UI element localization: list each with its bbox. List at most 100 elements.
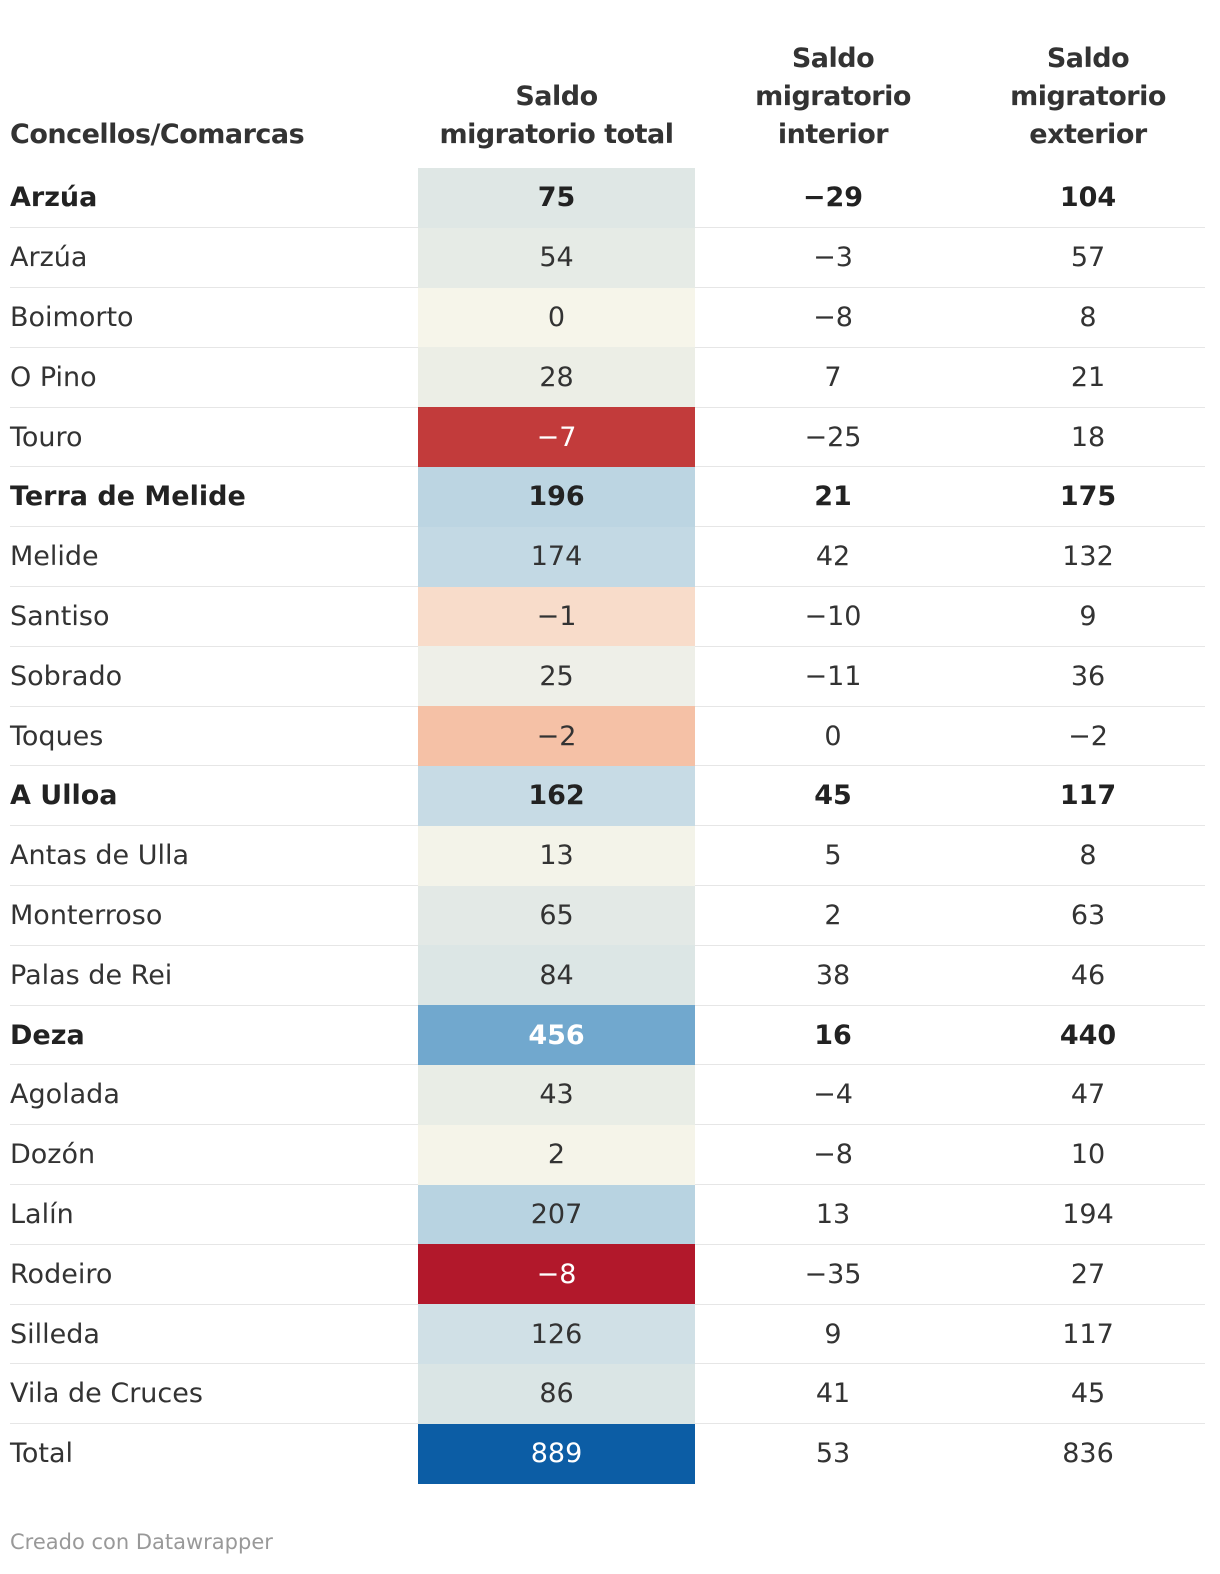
cell-name: Melide (10, 526, 418, 588)
table-body: Arzúa 75 −29 104 Arzúa 54 −3 57 Boimorto 0 −8 8 O Pi… (10, 168, 1205, 1484)
cell-total: 162 (418, 765, 695, 826)
table-row: Total 889 53 836 (10, 1423, 1205, 1484)
cell-interior: −3 (695, 227, 971, 289)
cell-name: Dozón (10, 1124, 418, 1186)
cell-total: 25 (418, 646, 695, 707)
data-table: Concellos/Comarcas Saldo migratorio total… (10, 40, 1205, 1484)
cell-exterior: 45 (971, 1363, 1205, 1425)
cell-interior: −8 (695, 1124, 971, 1186)
footer-credit: Creado con Datawrapper (10, 1530, 273, 1554)
header-exterior: Saldo migratorio exterior (971, 40, 1205, 168)
header-line: Concellos/Comarcas (10, 119, 305, 150)
cell-exterior: 47 (971, 1064, 1205, 1126)
cell-exterior: 117 (971, 765, 1205, 827)
cell-name: A Ulloa (10, 765, 418, 827)
header-line: Saldo (1046, 43, 1130, 74)
cell-exterior: 9 (971, 586, 1205, 647)
cell-name: O Pino (10, 347, 418, 408)
cell-exterior: −2 (971, 706, 1205, 767)
cell-interior: −10 (695, 586, 971, 647)
cell-total: 75 (418, 168, 695, 228)
table-row: Vila de Cruces 86 41 45 (10, 1363, 1205, 1425)
cell-interior: 41 (695, 1363, 971, 1425)
cell-total: −8 (418, 1244, 695, 1305)
cell-exterior: 440 (971, 1005, 1205, 1066)
table-row: Toques −2 0 −2 (10, 706, 1205, 767)
header-interior: Saldo migratorio interior (695, 40, 971, 168)
cell-name: Sobrado (10, 646, 418, 707)
cell-interior: 21 (695, 466, 971, 528)
cell-total: 65 (418, 885, 695, 946)
cell-name: Santiso (10, 586, 418, 647)
cell-interior: −11 (695, 646, 971, 707)
table-row: Terra de Melide 196 21 175 (10, 466, 1205, 528)
cell-total: 84 (418, 945, 695, 1006)
cell-name: Monterroso (10, 885, 418, 946)
cell-exterior: 194 (971, 1184, 1205, 1245)
cell-name: Silleda (10, 1304, 418, 1365)
cell-interior: −8 (695, 287, 971, 348)
table-row: Silleda 126 9 117 (10, 1304, 1205, 1365)
cell-name: Touro (10, 407, 418, 468)
cell-exterior: 46 (971, 945, 1205, 1006)
cell-interior: 42 (695, 526, 971, 588)
cell-total: −1 (418, 586, 695, 647)
cell-total: 456 (418, 1005, 695, 1065)
cell-total: 86 (418, 1363, 695, 1424)
header-concellos: Concellos/Comarcas (10, 40, 418, 168)
cell-name: Arzúa (10, 168, 418, 229)
table-row: Sobrado 25 −11 36 (10, 646, 1205, 707)
table-row: Boimorto 0 −8 8 (10, 287, 1205, 348)
table-row: O Pino 28 7 21 (10, 347, 1205, 408)
cell-total: 126 (418, 1304, 695, 1364)
cell-total: 0 (418, 287, 695, 348)
cell-interior: 53 (815, 1438, 851, 1470)
table-row: Deza 456 16 440 (10, 1005, 1205, 1066)
table-row: Lalín 207 13 194 (10, 1184, 1205, 1245)
header-row: Concellos/Comarcas Saldo migratorio total… (10, 40, 1205, 168)
table-row: Antas de Ulla 13 5 8 (10, 825, 1205, 887)
table-row: A Ulloa 162 45 117 (10, 765, 1205, 827)
cell-exterior: 175 (971, 466, 1205, 528)
cell-name: Agolada (10, 1064, 418, 1126)
cell-interior: 0 (695, 706, 971, 767)
cell-name: Lalín (10, 1184, 418, 1245)
cell-total: 889 (418, 1423, 695, 1484)
header-total: Saldo migratorio total (418, 40, 695, 168)
cell-total: 28 (418, 347, 695, 408)
cell-interior: 13 (695, 1184, 971, 1245)
table-row: Monterroso 65 2 63 (10, 885, 1205, 946)
cell-exterior: 104 (971, 168, 1205, 229)
cell-interior: 7 (695, 347, 971, 408)
header-line: Saldo (515, 81, 598, 112)
cell-name: Deza (10, 1005, 418, 1066)
cell-exterior: 10 (971, 1124, 1205, 1186)
table-row: Dozón 2 −8 10 (10, 1124, 1205, 1186)
cell-interior: 38 (695, 945, 971, 1006)
cell-exterior: 36 (971, 646, 1205, 707)
table-row: Palas de Rei 84 38 46 (10, 945, 1205, 1006)
cell-interior: 45 (695, 765, 971, 827)
table-row: Arzúa 75 −29 104 (10, 168, 1205, 229)
cell-total: −2 (418, 706, 695, 766)
cell-total: 196 (418, 466, 695, 527)
cell-exterior: 132 (971, 526, 1205, 588)
header-line: Saldo (791, 43, 875, 74)
cell-interior: −35 (695, 1244, 971, 1305)
header-line: migratorio (1010, 81, 1166, 112)
cell-exterior: 18 (971, 407, 1205, 468)
table-row: Touro −7 −25 18 (10, 407, 1205, 468)
cell-name: Arzúa (10, 227, 418, 289)
table-row: Arzúa 54 −3 57 (10, 227, 1205, 289)
cell-name: Total (10, 1438, 74, 1470)
cell-name: Vila de Cruces (10, 1363, 418, 1425)
header-line: migratorio total (439, 119, 674, 150)
cell-name: Palas de Rei (10, 945, 418, 1006)
cell-exterior: 21 (971, 347, 1205, 408)
cell-name: Rodeiro (10, 1244, 418, 1305)
cell-interior: 16 (695, 1005, 971, 1066)
cell-interior: −4 (695, 1064, 971, 1126)
cell-name: Toques (10, 706, 418, 767)
cell-exterior: 8 (971, 825, 1205, 887)
